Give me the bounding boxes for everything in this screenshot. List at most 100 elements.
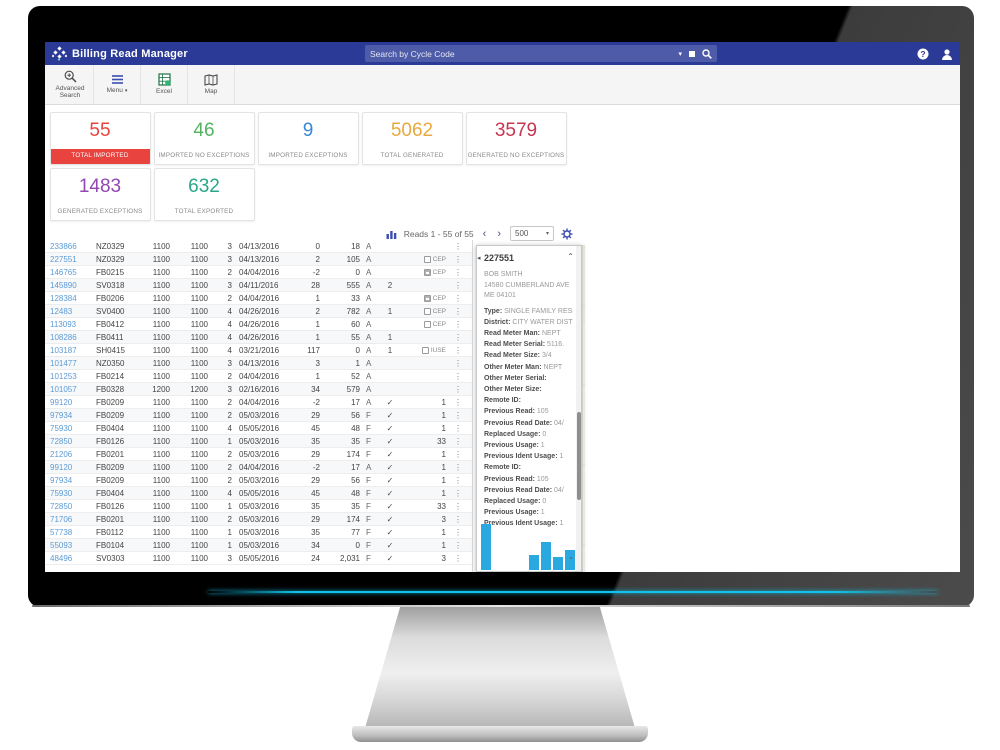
table-row[interactable]: 12483 SV0400 1100 1100 4 04/26/2016 2 782 A 1 CEP ⋮ [45,305,472,318]
advanced-search-button[interactable]: Advanced Search [47,65,94,104]
help-icon[interactable]: ? [917,48,929,60]
panel-scrollbar-thumb[interactable] [576,411,581,500]
stat-card[interactable]: 632 TOTAL EXPORTED [153,167,255,221]
row-menu-icon[interactable]: ⋮ [454,385,462,394]
row-menu-icon[interactable]: ⋮ [454,489,462,498]
table-row[interactable]: 108286 FB0411 1100 1100 4 04/26/2016 1 55 A 1 ⋮ [45,331,472,344]
read-id-link[interactable]: 57738 [50,528,73,537]
exception-checkbox[interactable] [421,346,429,354]
read-id-link[interactable]: 99120 [50,398,73,407]
row-menu-icon[interactable]: ⋮ [454,437,462,446]
table-row[interactable]: 113093 FB0412 1100 1100 4 04/26/2016 1 60 A CEP ⋮ [45,318,472,331]
panel-collapse-icon[interactable]: ◂ [477,255,481,262]
table-row[interactable]: 233866 NZ0329 1100 1100 3 04/13/2016 0 18 A ⋮ [45,240,472,253]
search-icon[interactable] [702,48,712,59]
read-id-link[interactable]: 75930 [50,424,73,433]
table-row[interactable]: 128384 FB0206 1100 1100 2 04/04/2016 1 33 A CEP ⋮ [45,292,472,305]
table-row[interactable]: 97934 FB0209 1100 1100 2 05/03/2016 29 56 F ✓ 1 ⋮ [45,474,472,487]
excel-export-button[interactable]: Excel [141,65,188,104]
table-row[interactable]: 145890 SV0318 1100 1100 3 04/11/2016 28 555 A 2 ⋮ [45,279,472,292]
chart-view-icon[interactable] [386,229,397,239]
stat-card[interactable]: 1483 GENERATED EXCEPTIONS [49,167,151,221]
row-menu-icon[interactable]: ⋮ [454,359,462,368]
panel-scrollbar[interactable] [576,246,581,571]
exception-checkbox[interactable] [423,268,431,276]
settings-gear-icon[interactable] [561,228,573,240]
table-row[interactable]: 103187 SH0415 1100 1100 4 03/21/2016 117 0 A 1 IUS… [45,344,472,357]
row-menu-icon[interactable]: ⋮ [454,320,462,329]
row-menu-icon[interactable]: ⋮ [454,346,462,355]
read-id-link[interactable]: 21206 [50,450,73,459]
table-row[interactable]: 72850 FB0126 1100 1100 1 05/03/2016 35 35 F ✓ 33 ⋮ [45,500,472,513]
table-row[interactable]: 101477 NZ0350 1100 1100 3 04/13/2016 3 1 A ⋮ [45,357,472,370]
exception-checkbox[interactable] [423,255,431,263]
search-dropdown-caret-icon[interactable]: ▾ [678,50,682,58]
next-page-button[interactable]: › [497,227,501,240]
user-icon[interactable] [941,48,953,60]
row-menu-icon[interactable]: ⋮ [454,541,462,550]
stat-card[interactable]: 5062 TOTAL GENERATED [361,111,463,165]
stat-card[interactable]: 55 TOTAL IMPORTED [49,111,151,165]
cycle-search-box[interactable]: Search by Cycle Code ▾ [365,45,717,62]
table-row[interactable]: 21206 FB0201 1100 1100 2 05/03/2016 29 174 F ✓ 1 ⋮ [45,448,472,461]
table-row[interactable]: 101057 FB0328 1200 1200 3 02/16/2016 34 579 A ⋮ [45,383,472,396]
read-id-link[interactable]: 48496 [50,554,73,563]
read-id-link[interactable]: 75930 [50,489,73,498]
read-id-link[interactable]: 71706 [50,515,73,524]
read-id-link[interactable]: 97934 [50,476,73,485]
page-size-select[interactable]: 500 ▾ [510,226,554,241]
table-row[interactable]: 227551 NZ0329 1100 1100 3 04/13/2016 2 105 A CEP ⋮ [45,253,472,266]
row-menu-icon[interactable]: ⋮ [454,307,462,316]
row-menu-icon[interactable]: ⋮ [454,463,462,472]
table-row[interactable]: 48496 SV0303 1100 1100 3 05/05/2016 24 2,031 F ✓ 3… [45,552,472,565]
row-menu-icon[interactable]: ⋮ [454,424,462,433]
stat-card[interactable]: 3579 GENERATED NO EXCEPTIONS [465,111,567,165]
table-row[interactable]: 55093 FB0104 1100 1100 1 05/03/2016 34 0 F ✓ 1 ⋮ [45,539,472,552]
exception-checkbox[interactable] [423,307,431,315]
stat-card[interactable]: 9 IMPORTED EXCEPTIONS [257,111,359,165]
read-id-link[interactable]: 113093 [50,320,77,329]
read-id-link[interactable]: 55093 [50,541,73,550]
row-menu-icon[interactable]: ⋮ [454,515,462,524]
read-id-link[interactable]: 12483 [50,307,73,316]
panel-scroll-up-icon[interactable]: ⌃ [567,252,574,261]
row-menu-icon[interactable]: ⋮ [454,372,462,381]
row-menu-icon[interactable]: ⋮ [454,450,462,459]
read-id-link[interactable]: 146765 [50,268,77,277]
row-menu-icon[interactable]: ⋮ [454,333,462,342]
exception-checkbox[interactable] [423,320,431,328]
table-row[interactable]: 97934 FB0209 1100 1100 2 05/03/2016 29 56 F ✓ 1 ⋮ [45,409,472,422]
row-menu-icon[interactable]: ⋮ [454,411,462,420]
table-row[interactable]: 75930 FB0404 1100 1100 4 05/05/2016 45 48 F ✓ 1 ⋮ [45,422,472,435]
search-stop-icon[interactable] [689,50,695,57]
read-id-link[interactable]: 233866 [50,242,77,251]
table-row[interactable]: 101253 FB0214 1100 1100 2 04/04/2016 1 52 A ⋮ [45,370,472,383]
read-id-link[interactable]: 145890 [50,281,77,290]
table-row[interactable]: 99120 FB0209 1100 1100 2 04/04/2016 -2 17 A ✓ 1 ⋮ [45,396,472,409]
table-row[interactable]: 99120 FB0209 1100 1100 2 04/04/2016 -2 17 A ✓ 1 ⋮ [45,461,472,474]
map-view[interactable]: North Lima + − [582,245,585,572]
row-menu-icon[interactable]: ⋮ [454,398,462,407]
read-id-link[interactable]: 227551 [50,255,77,264]
exception-checkbox[interactable] [423,294,431,302]
row-menu-icon[interactable]: ⋮ [454,554,462,563]
row-menu-icon[interactable]: ⋮ [454,476,462,485]
row-menu-icon[interactable]: ⋮ [454,268,462,277]
read-id-link[interactable]: 99120 [50,463,73,472]
row-menu-icon[interactable]: ⋮ [454,502,462,511]
panel-scroll-down-icon[interactable]: ⌄ [568,554,574,561]
table-row[interactable]: 72850 FB0126 1100 1100 1 05/03/2016 35 35 F ✓ 33 ⋮ [45,435,472,448]
map-toggle-button[interactable]: Map [188,65,235,104]
table-row[interactable]: 71706 FB0201 1100 1100 2 05/03/2016 29 174 F ✓ 3 ⋮ [45,513,472,526]
read-id-link[interactable]: 103187 [50,346,77,355]
read-id-link[interactable]: 128384 [50,294,77,303]
read-id-link[interactable]: 72850 [50,502,73,511]
stat-card[interactable]: 46 IMPORTED NO EXCEPTIONS [153,111,255,165]
read-id-link[interactable]: 97934 [50,411,73,420]
row-menu-icon[interactable]: ⋮ [454,242,462,251]
table-row[interactable]: 57738 FB0112 1100 1100 1 05/03/2016 35 77 F ✓ 1 ⋮ [45,526,472,539]
table-row[interactable]: 75930 FB0404 1100 1100 4 05/05/2016 45 48 F ✓ 1 ⋮ [45,487,472,500]
read-id-link[interactable]: 101253 [50,372,77,381]
prev-page-button[interactable]: ‹ [482,227,487,240]
row-menu-icon[interactable]: ⋮ [454,281,462,290]
